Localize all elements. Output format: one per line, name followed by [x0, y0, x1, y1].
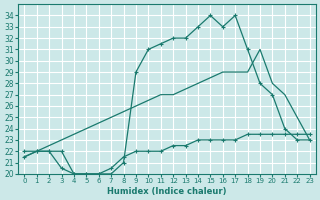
X-axis label: Humidex (Indice chaleur): Humidex (Indice chaleur) [107, 187, 227, 196]
